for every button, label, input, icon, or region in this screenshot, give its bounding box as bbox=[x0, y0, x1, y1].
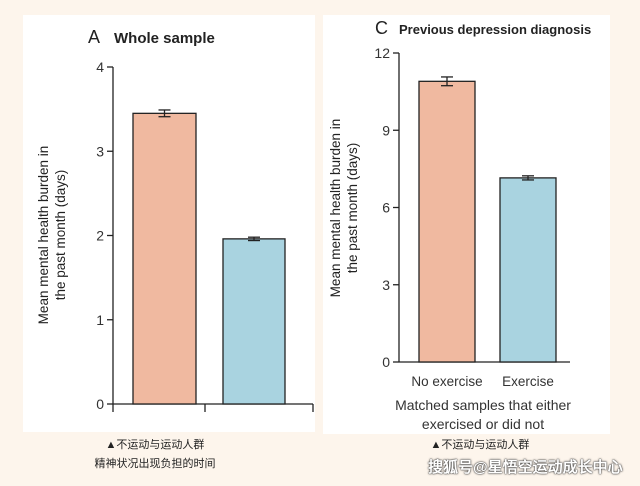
panel-letter: A bbox=[88, 27, 100, 47]
y-tick-label: 6 bbox=[382, 200, 390, 216]
y-tick-label: 0 bbox=[382, 354, 390, 370]
chart-title: Whole sample bbox=[114, 30, 215, 47]
y-tick-label: 12 bbox=[374, 45, 390, 61]
bar-exercise bbox=[499, 177, 557, 363]
y-tick-label: 3 bbox=[96, 143, 104, 159]
chart-title: Previous depression diagnosis bbox=[399, 22, 591, 37]
bar-no-exercise bbox=[418, 80, 476, 363]
x-axis-label: exercised or did not bbox=[422, 416, 544, 432]
watermark: 搜狐号@星悟空运动成长中心 bbox=[428, 459, 623, 476]
caption-right: ▲不运动与运动人群 bbox=[370, 436, 590, 455]
caption-line: 精神状况出现负担的时间 bbox=[94, 458, 216, 470]
y-axis-label: Mean mental health burden in the past mon… bbox=[328, 119, 360, 298]
caption-line: ▲不运动与运动人群 bbox=[105, 439, 205, 451]
x-axis-label: Matched samples that either bbox=[395, 397, 571, 413]
y-tick-label: 9 bbox=[382, 122, 390, 138]
y-tick-label: 1 bbox=[96, 312, 104, 328]
category-label: No exercise bbox=[411, 374, 482, 389]
y-axis-label: Mean mental health burden in the past mon… bbox=[36, 146, 68, 325]
category-label: Exercise bbox=[502, 374, 554, 389]
y-tick-label: 0 bbox=[96, 396, 104, 412]
y-tick-label: 2 bbox=[96, 228, 104, 244]
y-tick-label: 3 bbox=[382, 277, 390, 293]
caption-line: ▲不运动与运动人群 bbox=[430, 439, 530, 451]
bar-exercise bbox=[222, 238, 286, 405]
bar-no-exercise bbox=[132, 112, 197, 405]
caption-left: ▲不运动与运动人群 精神状况出现负担的时间 bbox=[45, 436, 265, 474]
y-tick-label: 4 bbox=[96, 59, 104, 75]
panel-letter: C bbox=[375, 18, 388, 38]
